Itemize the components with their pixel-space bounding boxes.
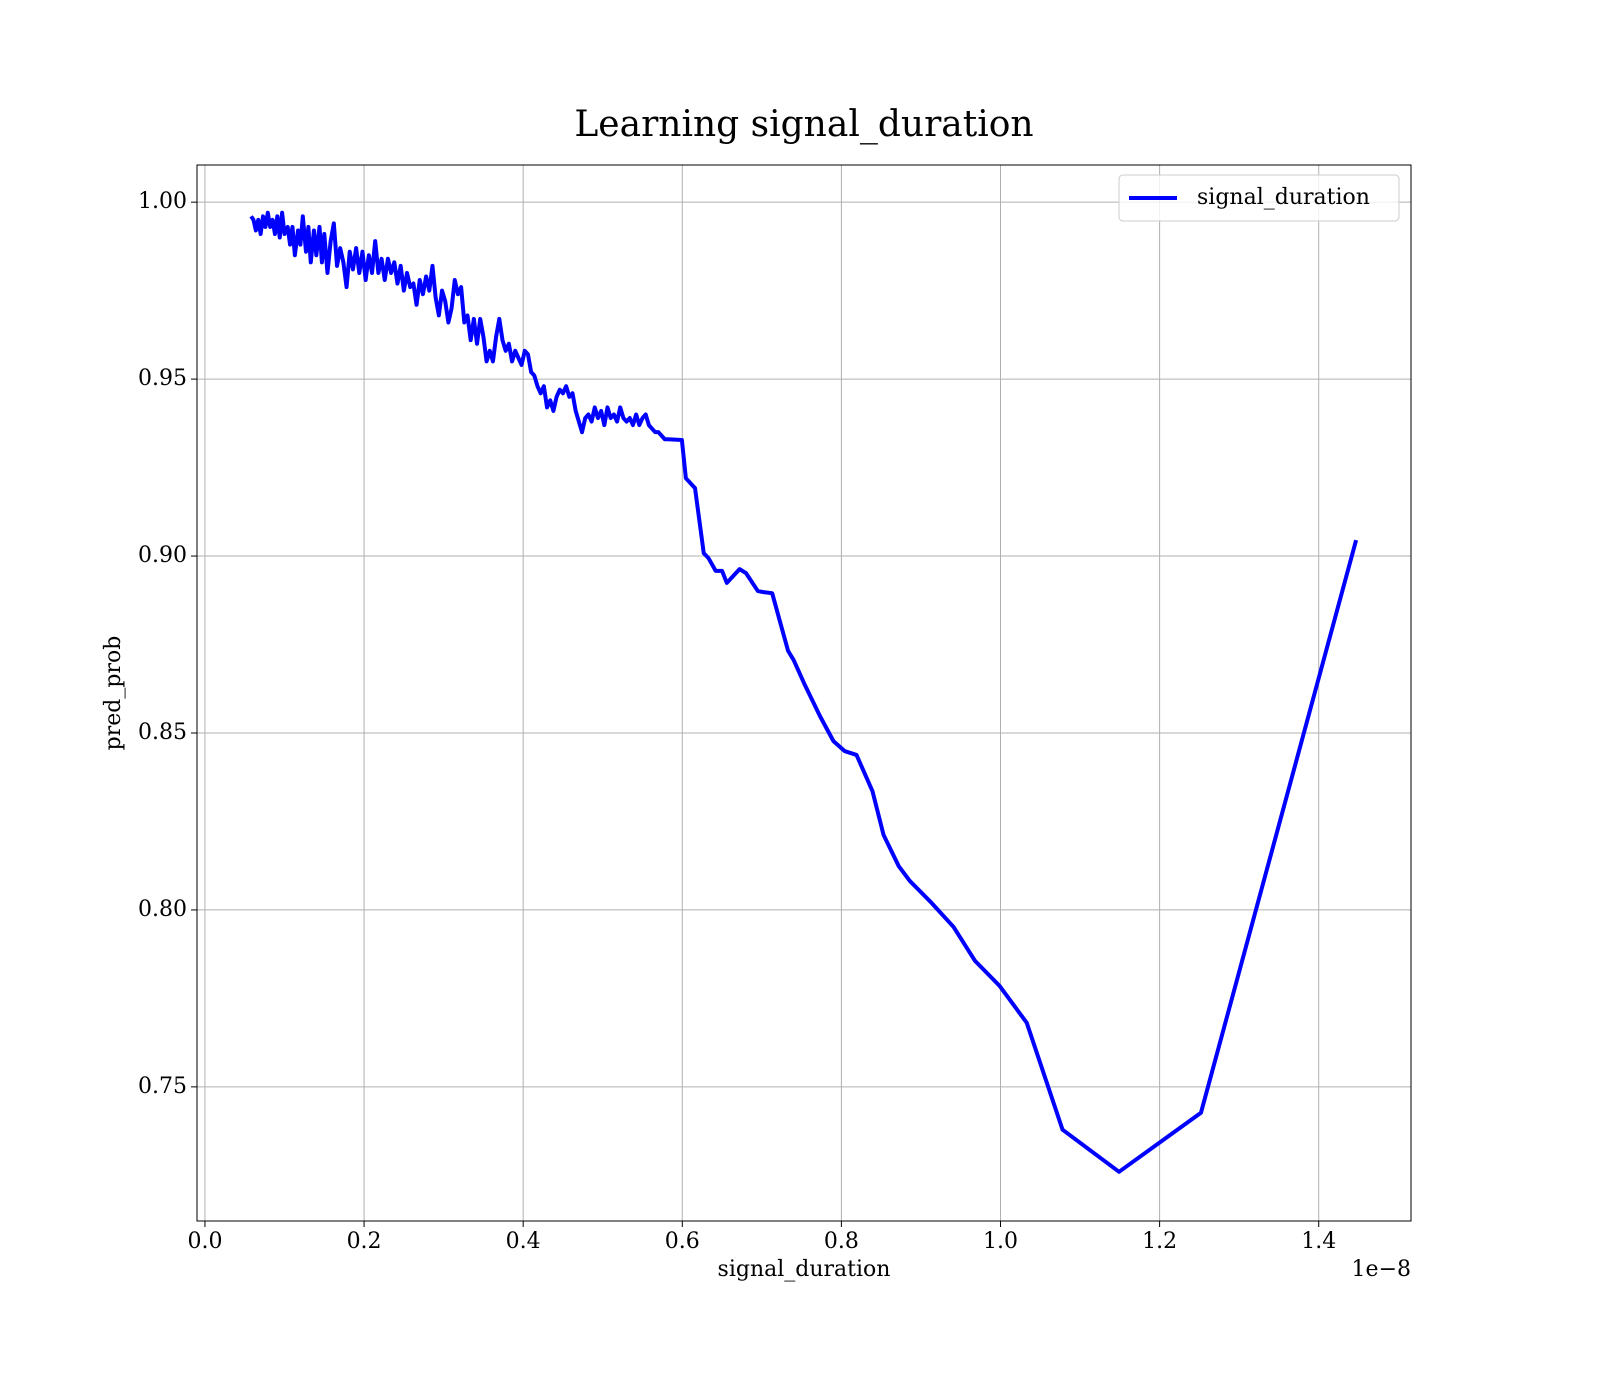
x-tick-label: 0.4 (506, 1229, 541, 1254)
x-axis-label: signal_duration (718, 1257, 891, 1282)
y-axis-label: pred_prob (101, 636, 126, 751)
legend-box (1118, 174, 1400, 222)
x-tick-label: 0.8 (824, 1229, 859, 1254)
x-tick-label: 0.6 (665, 1229, 700, 1254)
x-tick-label: 1.4 (1301, 1229, 1336, 1254)
x-tick-label: 1.0 (983, 1229, 1018, 1254)
line (249, 210, 1359, 1174)
chart-title: Learning signal_duration (574, 104, 1033, 145)
y-tick-label: 0.80 (138, 897, 187, 922)
plot-frame (196, 164, 1412, 1222)
y-tick-label: 0.75 (138, 1074, 187, 1099)
y-tick-label: 0.85 (138, 720, 187, 745)
y-tick-label: 0.90 (138, 543, 187, 568)
x-tick-label: 0.0 (187, 1229, 222, 1254)
x-offset-label: 1e−8 (1352, 1257, 1411, 1282)
x-tick-label: 1.2 (1142, 1229, 1177, 1254)
x-tick-label: 0.2 (347, 1229, 382, 1254)
legend-label: signal_duration (1197, 185, 1370, 210)
y-tick-label: 0.95 (138, 366, 187, 391)
y-tick-label: 1.00 (138, 189, 187, 214)
